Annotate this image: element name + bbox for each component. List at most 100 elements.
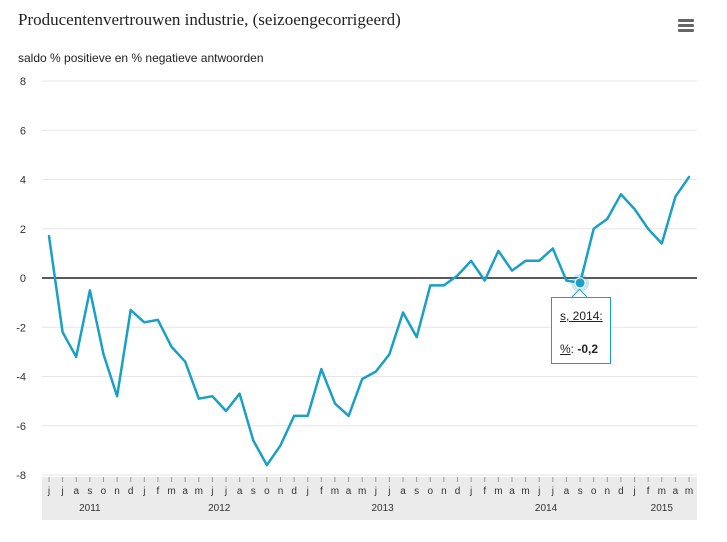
x-tick-label: m — [494, 486, 502, 497]
menu-bar — [678, 29, 694, 32]
x-tick-label: m — [331, 486, 339, 497]
x-tick-label: j — [47, 486, 50, 497]
x-tick-label: o — [101, 486, 107, 497]
x-tick-label: n — [278, 486, 284, 497]
x-tick-label: s — [414, 486, 419, 497]
data-point — [130, 309, 132, 311]
data-point — [565, 279, 567, 281]
data-point — [225, 410, 227, 412]
y-tick-label: -2 — [16, 322, 26, 334]
highlight-point — [574, 277, 586, 289]
data-point — [334, 402, 336, 404]
data-point — [198, 397, 200, 399]
x-tick-label: m — [658, 486, 666, 497]
x-tick-label: a — [400, 486, 406, 497]
x-tick-label: j — [387, 486, 390, 497]
tooltip-value: -0,2 — [577, 342, 599, 356]
data-point — [633, 208, 635, 210]
data-point — [674, 196, 676, 198]
data-point — [524, 260, 526, 262]
data-point — [211, 395, 213, 397]
x-tick-label: a — [564, 486, 570, 497]
x-tick-label: j — [374, 486, 377, 497]
x-tick-label: o — [264, 486, 270, 497]
x-tick-label: m — [167, 486, 175, 497]
x-tick-label: j — [210, 486, 213, 497]
x-tick-label: d — [455, 486, 461, 497]
tooltip-date: s, 2014: — [560, 309, 603, 323]
x-tick-label: m — [685, 486, 693, 497]
data-tooltip: s, 2014: %: -0,2 — [551, 297, 611, 364]
data-point — [375, 370, 377, 372]
data-point — [443, 284, 445, 286]
x-tick-label: j — [224, 486, 227, 497]
x-tick-label: a — [182, 486, 188, 497]
x-tick-label: d — [618, 486, 624, 497]
data-point — [456, 274, 458, 276]
data-point — [347, 415, 349, 417]
data-point — [238, 393, 240, 395]
x-tick-label: m — [521, 486, 529, 497]
data-point — [429, 284, 431, 286]
data-point — [157, 319, 159, 321]
y-tick-label: 2 — [20, 224, 26, 236]
year-label: 2012 — [208, 503, 231, 514]
data-point — [647, 228, 649, 230]
data-point — [143, 321, 145, 323]
data-point — [361, 378, 363, 380]
x-tick-label: j — [551, 486, 554, 497]
y-tick-label: -4 — [16, 372, 26, 384]
year-label: 2013 — [371, 503, 394, 514]
year-label: 2015 — [651, 503, 674, 514]
data-point — [402, 311, 404, 313]
x-axis-band — [42, 477, 697, 520]
x-tick-label: j — [142, 486, 145, 497]
data-point — [620, 193, 622, 195]
x-tick-label: s — [251, 486, 256, 497]
menu-bar — [678, 24, 694, 27]
data-point — [497, 250, 499, 252]
x-tick-label: n — [605, 486, 611, 497]
x-tick-label: m — [195, 486, 203, 497]
x-tick-label: j — [306, 486, 309, 497]
data-point — [61, 331, 63, 333]
data-point — [293, 415, 295, 417]
chart-title: Producentenvertrouwen industrie, (seizoe… — [18, 10, 401, 29]
data-point — [252, 439, 254, 441]
data-point — [89, 289, 91, 291]
x-tick-label: s — [87, 486, 92, 497]
data-point — [279, 444, 281, 446]
data-point — [184, 361, 186, 363]
data-point — [170, 346, 172, 348]
data-point — [511, 269, 513, 271]
x-tick-label: j — [60, 486, 63, 497]
data-point — [307, 415, 309, 417]
x-tick-label: m — [358, 486, 366, 497]
y-tick-label: 6 — [20, 125, 26, 137]
x-tick-label: a — [509, 486, 515, 497]
hamburger-menu-icon[interactable] — [672, 16, 700, 38]
x-tick-label: f — [483, 486, 486, 497]
x-tick-label: o — [427, 486, 433, 497]
data-point — [75, 356, 77, 358]
x-tick-label: f — [647, 486, 650, 497]
data-point — [538, 260, 540, 262]
x-tick-label: f — [320, 486, 323, 497]
menu-bar — [678, 19, 694, 22]
data-point — [116, 395, 118, 397]
x-tick-label: j — [469, 486, 472, 497]
data-point — [661, 242, 663, 244]
y-tick-label: 0 — [20, 273, 26, 285]
y-tick-label: 8 — [20, 76, 26, 88]
x-tick-label: d — [128, 486, 134, 497]
tooltip-value-row: %: -0,2 — [560, 342, 599, 356]
x-tick-label: f — [157, 486, 160, 497]
x-tick-label: n — [114, 486, 120, 497]
x-tick-label: s — [578, 486, 583, 497]
data-point — [415, 336, 417, 338]
data-point — [552, 247, 554, 249]
data-point — [266, 464, 268, 466]
data-point — [48, 235, 50, 237]
data-point — [470, 260, 472, 262]
